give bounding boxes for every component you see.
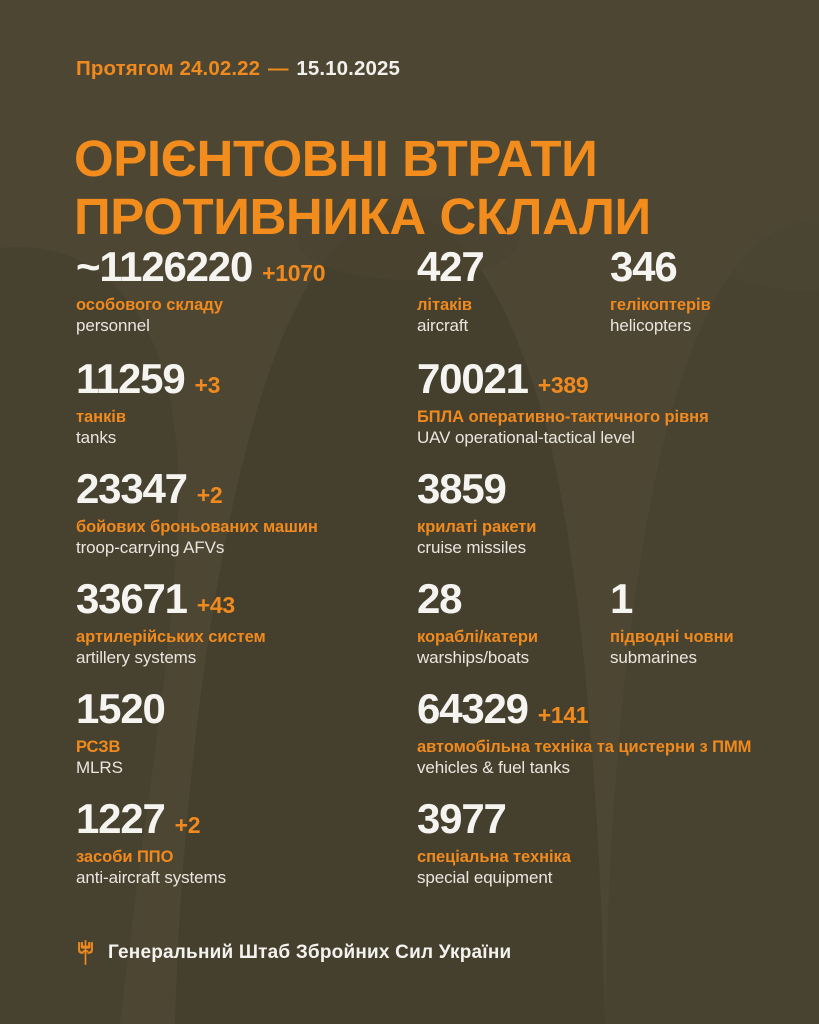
- stat-value-row: 23347 +2: [76, 468, 318, 510]
- stat-uav: 70021 +389 БПЛА оперативно-тактичного рівн…: [417, 358, 709, 448]
- stat-vehicles: 64329 +141 автомобільна техніка та цистерн…: [417, 688, 751, 778]
- stat-label-ua: РСЗВ: [76, 738, 121, 756]
- stat-value-row: 28: [417, 578, 538, 620]
- stat-personnel: ~1126220 +1070 особового складу personnel: [76, 243, 326, 336]
- stat-value: 1520: [76, 685, 166, 732]
- stat-label-ua: підводні човни: [610, 628, 734, 646]
- stat-label-en: tanks: [76, 428, 117, 448]
- stat-value-row: 1227 +2: [76, 798, 226, 840]
- stat-value: 11259: [76, 355, 186, 402]
- stat-delta: +3: [194, 372, 221, 398]
- date-range-dash: —: [267, 57, 289, 80]
- stat-value-row: 346: [610, 246, 711, 288]
- stat-tanks: 11259 +3 танків tanks: [76, 358, 220, 448]
- stat-value: 3977: [417, 795, 507, 842]
- stat-value: 346: [610, 243, 678, 290]
- stat-label-ua: спеціальна техніка: [417, 848, 571, 866]
- stat-row: 1227 +2 засоби ППО anti-aircraft systems 397…: [0, 798, 819, 908]
- stat-label-ua: артилерійських систем: [76, 628, 266, 646]
- stat-value: 1: [610, 575, 633, 622]
- stat-label-en: submarines: [610, 648, 697, 668]
- footer: Генеральний Штаб Збройних Сил України: [76, 940, 511, 965]
- stat-artillery: 33671 +43 артилерійських систем artillery s…: [76, 578, 266, 668]
- stat-label-ua: особового складу: [76, 296, 224, 314]
- date-range-end: 15.10.2025: [296, 57, 400, 80]
- trident-icon: [78, 940, 93, 965]
- stat-value-row: 3977: [417, 798, 571, 840]
- stat-delta: +2: [174, 812, 201, 838]
- stat-value-row: 70021 +389: [417, 358, 709, 400]
- stat-label-en: aircraft: [417, 316, 469, 336]
- stat-label-en: troop-carrying AFVs: [76, 538, 225, 558]
- stat-value-row: ~1126220 +1070: [76, 243, 326, 290]
- stat-value-row: 33671 +43: [76, 578, 266, 620]
- date-range: Протягом 24.02.22 — 15.10.2025: [76, 57, 400, 81]
- stat-label-en: cruise missiles: [417, 538, 527, 558]
- stat-delta: +2: [196, 482, 223, 508]
- stat-anti-aircraft: 1227 +2 засоби ППО anti-aircraft systems: [76, 798, 226, 888]
- stat-label-ua: кораблі/катери: [417, 628, 539, 646]
- stat-value: ~1126220: [76, 243, 253, 290]
- stat-label-ua: бойових броньованих машин: [76, 518, 318, 536]
- stat-label-en: artillery systems: [76, 648, 197, 668]
- stat-value-row: 1: [610, 578, 734, 620]
- stat-delta: +43: [196, 592, 235, 618]
- stat-helicopters: 346 гелікоптерів helicopters: [610, 246, 711, 336]
- stat-row: 23347 +2 бойових броньованих машин troop-ca…: [0, 468, 819, 578]
- stat-value: 33671: [76, 575, 188, 622]
- stat-value: 427: [417, 243, 485, 290]
- stat-value-row: 64329 +141: [417, 688, 751, 730]
- date-range-start: Протягом 24.02.22: [76, 57, 261, 80]
- stat-row: ~1126220 +1070 особового складу personnel 42…: [0, 246, 819, 358]
- stat-row: 1520 РСЗВ MLRS 64329 +141 автомобільна технік…: [0, 688, 819, 798]
- stat-label-ua: засоби ППО: [76, 848, 174, 866]
- stat-delta: +389: [537, 372, 589, 398]
- stat-afv: 23347 +2 бойових броньованих машин troop-ca…: [76, 468, 318, 558]
- stat-label-en: MLRS: [76, 758, 123, 778]
- stat-value-row: 427: [417, 243, 485, 290]
- stat-delta: +1070: [262, 260, 326, 286]
- stat-aircraft: 427 літаків aircraft: [417, 243, 485, 336]
- stats-grid: ~1126220 +1070 особового складу personnel 42…: [0, 246, 819, 908]
- stat-label-ua: гелікоптерів: [610, 296, 711, 314]
- stat-label-ua: БПЛА оперативно-тактичного рівня: [417, 408, 709, 426]
- stat-label-en: warships/boats: [417, 648, 529, 668]
- stat-value-row: 3859: [417, 468, 536, 510]
- stat-value-row: 1520: [76, 685, 166, 732]
- stat-value: 23347: [76, 465, 188, 512]
- stat-label-ua: крилаті ракети: [417, 518, 537, 536]
- stat-value: 64329: [417, 685, 529, 732]
- stat-label-en: special equipment: [417, 868, 553, 888]
- stat-label-en: personnel: [76, 316, 150, 336]
- stat-label-en: anti-aircraft systems: [76, 868, 226, 888]
- stat-row: 33671 +43 артилерійських систем artillery s…: [0, 578, 819, 688]
- stat-label-en: UAV operational-tactical level: [417, 428, 635, 448]
- stat-warships: 28 кораблі/катери warships/boats: [417, 578, 538, 668]
- stat-label-en: helicopters: [610, 316, 692, 336]
- footer-label: Генеральний Штаб Збройних Сил України: [108, 941, 512, 963]
- stat-value: 3859: [417, 465, 507, 512]
- page-title: ОРІЄНТОВНІ ВТРАТИ ПРОТИВНИКА СКЛАЛИ: [74, 130, 651, 245]
- stat-label-ua: танків: [76, 408, 126, 426]
- stat-value: 1227: [76, 795, 166, 842]
- stat-label-ua: літаків: [417, 296, 472, 314]
- stat-delta: +141: [537, 702, 589, 728]
- stat-cruise-missiles: 3859 крилаті ракети cruise missiles: [417, 468, 536, 558]
- stat-row: 11259 +3 танків tanks 70021 +389 БПЛА оператив…: [0, 358, 819, 468]
- stat-mlrs: 1520 РСЗВ MLRS: [76, 685, 166, 778]
- stat-value-row: 11259 +3: [76, 358, 220, 400]
- stat-label-en: vehicles & fuel tanks: [417, 758, 570, 778]
- stat-value: 28: [417, 575, 463, 622]
- stat-value: 70021: [417, 355, 529, 402]
- stat-submarines: 1 підводні човни submarines: [610, 578, 734, 668]
- stat-special-equipment: 3977 спеціальна техніка special equipment: [417, 798, 571, 888]
- stat-label-ua: автомобільна техніка та цистерни з ПММ: [417, 738, 752, 756]
